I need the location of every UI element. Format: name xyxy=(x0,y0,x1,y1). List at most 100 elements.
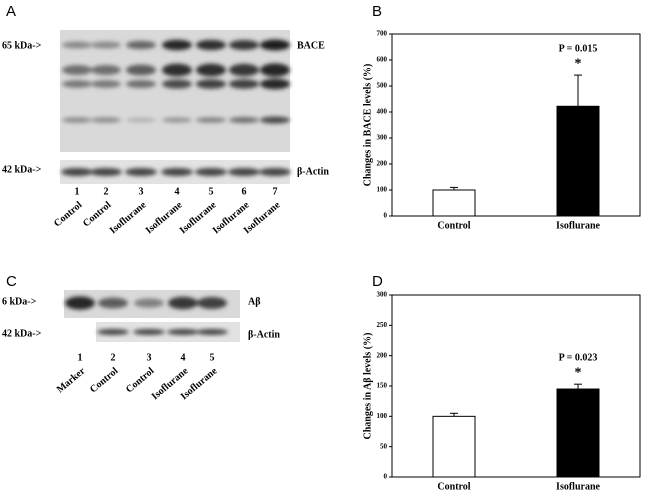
lane-number: 4 xyxy=(175,186,180,197)
lane-label: Marker xyxy=(55,365,88,395)
band xyxy=(168,296,198,310)
y-tick-label: 0 xyxy=(384,212,388,220)
size-marker: 42 kDa-> xyxy=(2,328,42,339)
band xyxy=(196,79,226,89)
band xyxy=(196,329,228,335)
x-tick-label: Isoflurane xyxy=(556,220,600,231)
band xyxy=(162,117,192,123)
lane-number: 3 xyxy=(139,186,144,197)
bar xyxy=(432,415,476,478)
blot-background xyxy=(60,30,290,152)
size-marker: 65 kDa-> xyxy=(2,40,42,51)
band xyxy=(229,117,259,123)
lane-label: Control xyxy=(88,365,121,395)
band xyxy=(126,80,156,88)
lane-number: 5 xyxy=(210,352,215,363)
band xyxy=(62,80,92,88)
band xyxy=(62,65,92,75)
y-tick-label: 300 xyxy=(377,134,388,142)
lane-number: 6 xyxy=(242,186,247,197)
band xyxy=(260,78,290,90)
x-tick-label: Isoflurane xyxy=(556,481,600,492)
band xyxy=(90,168,122,176)
y-tick-label: 300 xyxy=(377,291,388,299)
band xyxy=(126,117,156,123)
band xyxy=(91,65,121,75)
y-tick-label: 100 xyxy=(377,412,388,420)
size-marker: 6 kDa-> xyxy=(2,296,37,307)
band xyxy=(133,329,165,335)
lane-label: Control xyxy=(52,199,85,229)
band xyxy=(161,168,193,176)
band xyxy=(228,168,260,176)
band xyxy=(259,168,291,176)
band xyxy=(125,168,157,176)
y-tick-label: 400 xyxy=(377,108,388,116)
lane-number: 1 xyxy=(78,352,83,363)
protein-label: β-Actin xyxy=(297,166,329,177)
band xyxy=(134,298,164,308)
panel-label: C xyxy=(6,273,17,290)
band xyxy=(61,168,93,176)
band xyxy=(167,329,199,335)
band xyxy=(126,40,156,50)
panel-label: A xyxy=(6,3,16,20)
x-tick-label: Control xyxy=(437,481,470,492)
band xyxy=(65,296,95,310)
band xyxy=(260,116,290,124)
significance: * xyxy=(575,56,582,71)
y-tick-label: 150 xyxy=(377,382,388,390)
y-tick-label: 600 xyxy=(377,56,388,64)
lane-label: Control xyxy=(124,365,157,395)
band xyxy=(98,297,128,309)
band xyxy=(196,117,226,123)
protein-label: Aβ xyxy=(248,296,261,307)
y-axis-label: Changes in BACE levels (%) xyxy=(362,64,373,187)
protein-label: β-Actin xyxy=(248,329,280,340)
y-axis-label: Changes in Aβ levels (%) xyxy=(362,333,373,440)
lane-number: 1 xyxy=(75,186,80,197)
band xyxy=(162,63,192,77)
y-tick-label: 250 xyxy=(377,321,388,329)
band xyxy=(162,79,192,89)
bar xyxy=(556,388,600,478)
y-tick-label: 500 xyxy=(377,82,388,90)
band xyxy=(91,117,121,123)
band xyxy=(196,63,226,77)
plot-frame xyxy=(391,33,641,217)
band xyxy=(260,39,290,51)
band xyxy=(91,41,121,49)
lane-label: Isoflurane xyxy=(144,199,185,236)
y-tick-label: 100 xyxy=(377,186,388,194)
protein-label: BACE xyxy=(297,40,325,51)
blot-bands xyxy=(65,296,227,310)
panel-label: B xyxy=(372,3,382,20)
actin-bands xyxy=(61,168,291,176)
band xyxy=(197,297,227,309)
y-tick-label: 50 xyxy=(380,442,388,450)
band xyxy=(91,80,121,88)
bar xyxy=(432,189,476,217)
y-tick-label: 200 xyxy=(377,351,388,359)
band xyxy=(229,40,259,50)
lane-label: Isoflurane xyxy=(108,199,149,236)
lane-number: 5 xyxy=(209,186,214,197)
p-value: P = 0.015 xyxy=(559,43,598,54)
y-tick-label: 200 xyxy=(377,160,388,168)
lane-number: 2 xyxy=(104,186,109,197)
band xyxy=(229,63,259,77)
lane-number: 7 xyxy=(273,186,278,197)
band xyxy=(196,39,226,51)
bar xyxy=(556,105,600,217)
size-marker: 42 kDa-> xyxy=(2,164,42,175)
significance: * xyxy=(575,365,582,380)
y-tick-label: 0 xyxy=(384,473,388,481)
band xyxy=(195,168,227,176)
actin-bands xyxy=(97,329,228,335)
y-tick-label: 700 xyxy=(377,30,388,38)
band xyxy=(126,64,156,76)
blot-bands xyxy=(62,39,290,124)
lane-number: 3 xyxy=(147,352,152,363)
p-value: P = 0.023 xyxy=(559,352,598,363)
